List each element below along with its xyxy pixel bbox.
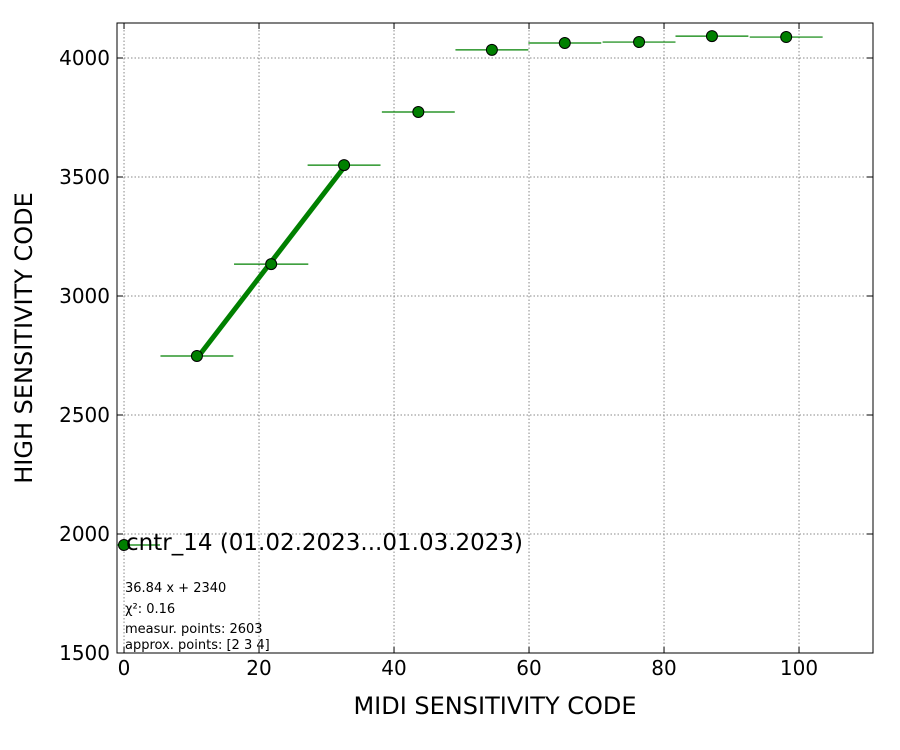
x-tick-label: 100: [780, 656, 818, 680]
y-tick-label: 3500: [59, 165, 110, 189]
data-point: [633, 36, 646, 49]
data-point: [338, 159, 351, 172]
annotation: approx. points: [2 3 4]: [125, 638, 270, 653]
x-tick-label: 60: [516, 656, 541, 680]
x-tick-label: 0: [118, 656, 131, 680]
y-tick-label: 2500: [59, 403, 110, 427]
x-tick-label: 40: [381, 656, 406, 680]
y-axis-label: HIGH SENSITIVITY CODE: [10, 192, 38, 484]
x-axis-label: MIDI SENSITIVITY CODE: [353, 692, 636, 720]
y-tick-label: 3000: [59, 284, 110, 308]
plot-frame: [116, 22, 874, 654]
data-point: [265, 258, 278, 271]
x-tick-label: 80: [651, 656, 676, 680]
legend-marker: [118, 539, 130, 551]
annotation: measur. points: 2603: [125, 622, 263, 637]
data-point: [485, 43, 498, 56]
data-point: [412, 106, 425, 119]
annotation: 36.84 x + 2340: [125, 581, 226, 596]
data-point: [705, 30, 718, 43]
data-point: [558, 36, 571, 49]
data-point: [190, 349, 203, 362]
data-point: [780, 31, 793, 44]
legend-label: cntr_14 (01.02.2023...01.03.2023): [126, 530, 523, 556]
y-tick-label: 2000: [59, 522, 110, 546]
y-tick-label: 4000: [59, 46, 110, 70]
annotation: χ²: 0.16: [125, 602, 175, 617]
x-tick-label: 20: [246, 656, 271, 680]
y-tick-label: 1500: [59, 641, 110, 665]
